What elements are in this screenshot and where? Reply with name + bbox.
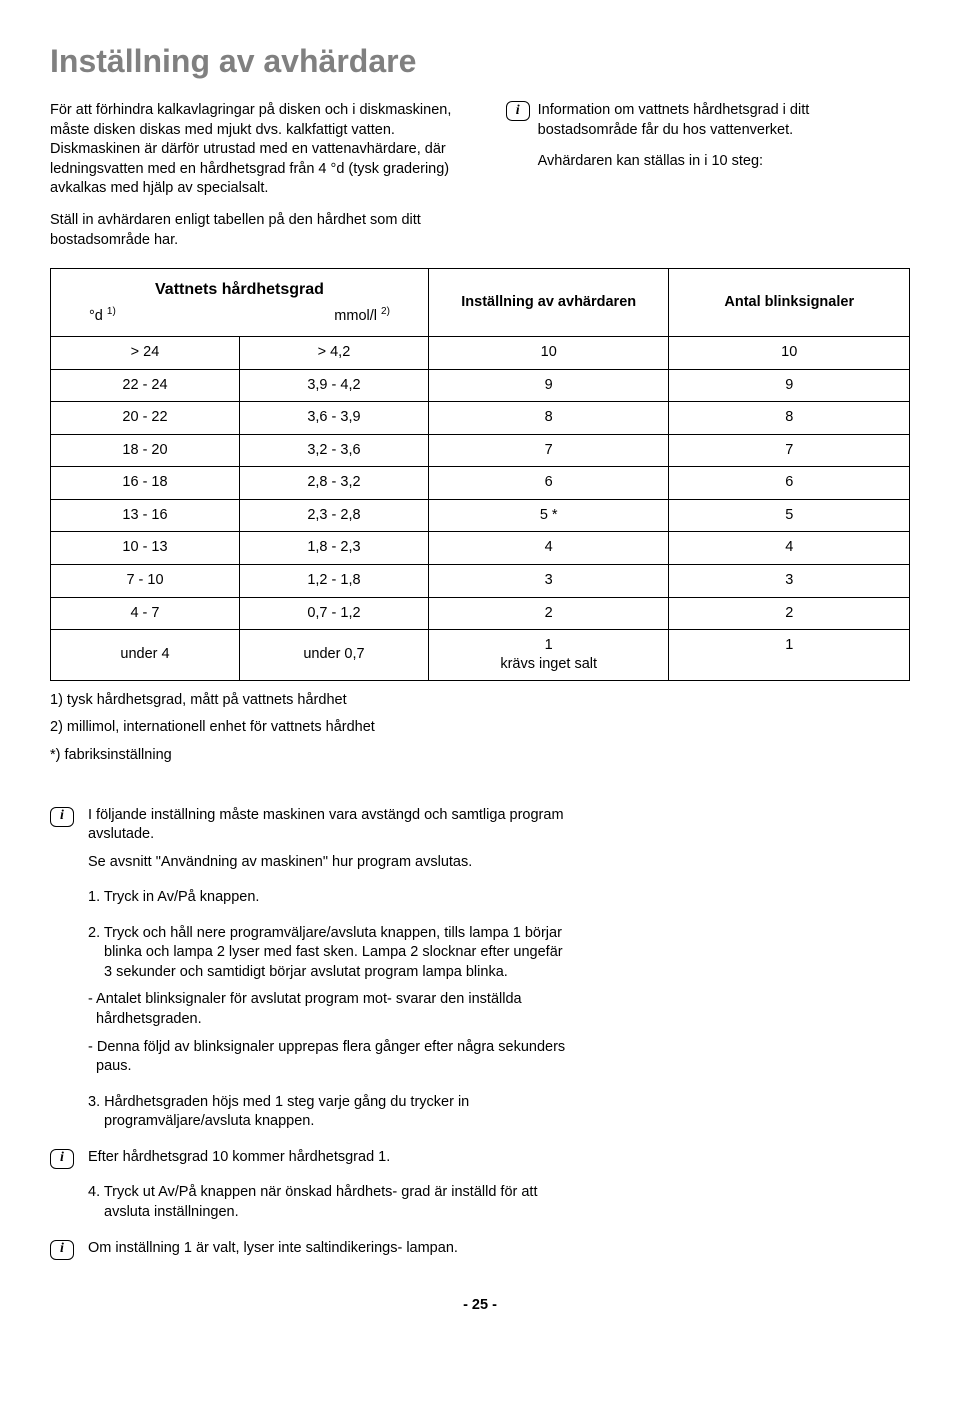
cell-m: under 0,7 — [239, 630, 428, 681]
cell-d: 7 - 10 — [51, 565, 240, 598]
cell-blinks: 7 — [669, 434, 910, 467]
cell-blinks: 8 — [669, 402, 910, 435]
table-row: under 4 under 0,7 1 krävs inget salt 1 — [51, 630, 910, 681]
cell-d: 22 - 24 — [51, 369, 240, 402]
intro-right: i Information om vattnets hårdhetsgrad i… — [506, 101, 910, 250]
step-4a: i Om inställning 1 är valt, lyser inte s… — [50, 1239, 910, 1267]
cell-d: 16 - 18 — [51, 467, 240, 500]
cell-blinks: 2 — [669, 597, 910, 630]
step-2a-text: - Antalet blinksignaler för avslutat pro… — [88, 990, 568, 1029]
cell-setting: 6 — [428, 467, 669, 500]
cell-setting: 4 — [428, 532, 669, 565]
cell-d: 13 - 16 — [51, 499, 240, 532]
cell-d: 18 - 20 — [51, 434, 240, 467]
cell-m: 3,9 - 4,2 — [239, 369, 428, 402]
cell-m: 1,8 - 2,3 — [239, 532, 428, 565]
cell-blinks: 9 — [669, 369, 910, 402]
cell-setting: 8 — [428, 402, 669, 435]
info-icon: i — [50, 1240, 74, 1260]
cell-m: 3,2 - 3,6 — [239, 434, 428, 467]
footnote-1: 1) tysk hårdhetsgrad, mått på vattnets h… — [50, 691, 910, 711]
cell-d: 10 - 13 — [51, 532, 240, 565]
table-row: 22 - 243,9 - 4,299 — [51, 369, 910, 402]
cell-m: 3,6 - 3,9 — [239, 402, 428, 435]
cell-m: 1,2 - 1,8 — [239, 565, 428, 598]
cell-m: > 4,2 — [239, 337, 428, 370]
cell-d: under 4 — [51, 630, 240, 681]
step-1-text: 1. Tryck in Av/På knappen. — [88, 888, 568, 908]
cell-blinks: 1 — [669, 630, 910, 681]
header-sub-row: °d 1) mmol/l 2) — [59, 305, 420, 326]
intro-right-p2: Avhärdaren kan ställas in i 10 steg: — [538, 152, 910, 172]
table-row: 18 - 203,2 - 3,677 — [51, 434, 910, 467]
cell-setting: 3 — [428, 565, 669, 598]
cell-blinks: 3 — [669, 565, 910, 598]
cell-setting-note: krävs inget salt — [437, 655, 661, 674]
table-header-row: Vattnets hårdhetsgrad °d 1) mmol/l 2) In… — [51, 269, 910, 337]
cell-setting: 5 * — [428, 499, 669, 532]
cell-setting: 1 krävs inget salt — [428, 630, 669, 681]
cell-d: 20 - 22 — [51, 402, 240, 435]
header-blinks: Antal blinksignaler — [669, 269, 910, 337]
cell-blinks: 4 — [669, 532, 910, 565]
intro-right-p1: Information om vattnets hårdhetsgrad i d… — [538, 101, 910, 140]
step-intro: i I följande inställning måste maskinen … — [50, 806, 910, 881]
info-icon: i — [50, 807, 74, 827]
info-icon: i — [50, 1149, 74, 1169]
cell-setting: 7 — [428, 434, 669, 467]
intro-left-p2: Ställ in avhärdaren enligt tabellen på d… — [50, 211, 476, 250]
table-row: 10 - 131,8 - 2,344 — [51, 532, 910, 565]
step-3a-text: Efter hårdhetsgrad 10 kommer hårdhetsgra… — [88, 1148, 568, 1168]
header-sub-d: °d 1) — [89, 305, 116, 326]
header-sub-m: mmol/l 2) — [334, 305, 390, 326]
step-3-text: 3. Hårdhetsgraden höjs med 1 steg varje … — [88, 1093, 568, 1132]
table-row: 20 - 223,6 - 3,988 — [51, 402, 910, 435]
footnote-3: *) fabriksinställning — [50, 746, 910, 766]
step-intro-2: Se avsnitt "Användning av maskinen" hur … — [88, 853, 568, 873]
info-icon: i — [506, 101, 530, 121]
cell-setting: 9 — [428, 369, 669, 402]
step-2-text: 2. Tryck och håll nere programväljare/av… — [88, 924, 568, 983]
step-3: 3. Hårdhetsgraden höjs med 1 steg varje … — [50, 1093, 910, 1140]
intro-left: För att förhindra kalkavlagringar på dis… — [50, 101, 476, 250]
cell-m: 2,3 - 2,8 — [239, 499, 428, 532]
table-row: 4 - 70,7 - 1,222 — [51, 597, 910, 630]
table-row: 7 - 101,2 - 1,833 — [51, 565, 910, 598]
header-setting: Inställning av avhärdaren — [428, 269, 669, 337]
footnote-2: 2) millimol, internationell enhet för va… — [50, 718, 910, 738]
footnotes: 1) tysk hårdhetsgrad, mått på vattnets h… — [50, 691, 910, 766]
cell-m: 0,7 - 1,2 — [239, 597, 428, 630]
header-hardness: Vattnets hårdhetsgrad °d 1) mmol/l 2) — [51, 269, 429, 337]
instructions: i I följande inställning måste maskinen … — [50, 806, 910, 1267]
cell-d: 4 - 7 — [51, 597, 240, 630]
cell-blinks: 5 — [669, 499, 910, 532]
step-4a-text: Om inställning 1 är valt, lyser inte sal… — [88, 1239, 568, 1259]
step-intro-1: I följande inställning måste maskinen va… — [88, 806, 568, 845]
cell-blinks: 6 — [669, 467, 910, 500]
table-row: 16 - 182,8 - 3,266 — [51, 467, 910, 500]
table-row: 13 - 162,3 - 2,85 *5 — [51, 499, 910, 532]
step-3a: i Efter hårdhetsgrad 10 kommer hårdhetsg… — [50, 1148, 910, 1176]
step-4: 4. Tryck ut Av/På knappen när önskad hår… — [50, 1183, 910, 1230]
header-hardness-title: Vattnets hårdhetsgrad — [59, 279, 420, 301]
cell-setting: 10 — [428, 337, 669, 370]
page-title: Inställning av avhärdare — [50, 40, 910, 83]
cell-setting: 2 — [428, 597, 669, 630]
step-2b-text: - Denna följd av blinksignaler upprepas … — [88, 1038, 568, 1077]
cell-setting-num: 1 — [437, 636, 661, 655]
cell-m: 2,8 - 3,2 — [239, 467, 428, 500]
table-row: > 24> 4,21010 — [51, 337, 910, 370]
cell-d: > 24 — [51, 337, 240, 370]
page-number: - 25 - — [50, 1296, 910, 1316]
intro-right-text: Information om vattnets hårdhetsgrad i d… — [538, 101, 910, 250]
hardness-table: Vattnets hårdhetsgrad °d 1) mmol/l 2) In… — [50, 268, 910, 681]
intro-left-p1: För att förhindra kalkavlagringar på dis… — [50, 101, 476, 199]
cell-blinks: 10 — [669, 337, 910, 370]
step-1: 1. Tryck in Av/På knappen. — [50, 888, 910, 916]
step-2: 2. Tryck och håll nere programväljare/av… — [50, 924, 910, 1085]
step-4-text: 4. Tryck ut Av/På knappen när önskad hår… — [88, 1183, 568, 1222]
intro-columns: För att förhindra kalkavlagringar på dis… — [50, 101, 910, 250]
